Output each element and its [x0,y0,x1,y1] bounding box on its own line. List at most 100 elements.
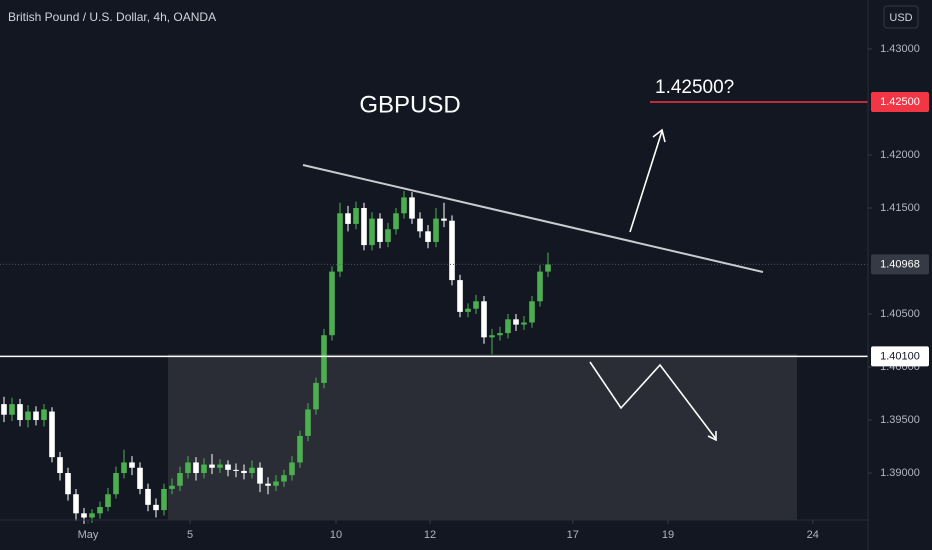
candle-body [137,467,143,489]
candle-body [401,197,407,214]
candle-body [201,464,207,474]
candle-body [193,462,199,474]
candle-body [513,319,519,325]
candle-body [81,513,87,518]
price-level-label: 1.42500 [880,96,920,108]
price-level-box [871,91,929,112]
candle-body [249,467,255,474]
candle-body [473,301,479,309]
candle-body [537,271,543,302]
price-level-label: 1.40968 [880,258,920,270]
candle-body [105,494,111,507]
target-annotation: 1.42500? [655,77,734,98]
candle-body [313,382,319,410]
candle-body [209,464,215,468]
candle-body [441,218,447,221]
candle-body [217,464,223,468]
candle-body [113,473,119,495]
candle-body [433,218,439,242]
x-tick-label: 24 [807,529,819,541]
candle-body [409,197,415,219]
x-tick-label: 5 [187,529,193,541]
plot [0,101,868,524]
candle-body [345,213,351,224]
candle-body [281,475,287,482]
candle-body [529,301,535,323]
candle-body [65,473,71,495]
candle-body [297,435,303,463]
price-level-label: 1.40100 [880,350,920,362]
candle-body [425,231,431,242]
arrow-zigzag [589,361,717,442]
y-tick-label: 1.40500 [880,308,920,320]
price-level-box [871,254,929,275]
candle-body [489,335,495,338]
candle-body [273,481,279,486]
x-tick-label: 19 [662,529,674,541]
candle-body [9,404,15,415]
chart-title: British Pound / U.S. Dollar, 4h, OANDA [8,10,216,24]
candle-body [385,229,391,242]
candle-body [361,208,367,246]
candle-body [49,411,55,458]
candle-body [449,220,455,281]
candle-body [57,457,63,474]
candle-body [289,462,295,476]
candle-body [41,409,47,421]
candle-body [161,488,167,511]
candle-body [1,404,7,415]
x-tick-label: 10 [330,529,342,541]
candle-body [329,271,335,336]
x-tick-label: 17 [567,529,579,541]
candle-body [265,483,271,486]
y-tick-label: 1.43000 [880,43,920,55]
range-zone [168,354,797,520]
candle-body [233,469,239,471]
candle-body [17,404,23,421]
candle-body [369,218,375,246]
candle-body [377,218,383,242]
symbol-annotation: GBPUSD [359,91,460,118]
candle-body [241,470,247,474]
x-tick-label: 12 [424,529,436,541]
x-tick-label: May [78,529,99,541]
y-tick-label: 1.39000 [880,467,920,479]
candle-body [305,409,311,436]
candle-body [25,411,31,421]
candle-body [153,504,159,511]
candle-body [481,301,487,338]
axis-labels: 1.430001.420001.415001.405001.400001.395… [78,43,929,541]
y-tick-label: 1.39500 [880,414,920,426]
candle-body [505,319,511,334]
currency: USD [889,12,912,24]
candle-body [353,208,359,224]
candle-body [89,513,95,518]
trend-line [302,164,764,273]
candle-body [393,213,399,230]
candle-body [129,462,135,468]
candle-body [545,264,551,272]
candle-body [337,213,343,272]
candle-body [169,485,175,489]
candle-body [521,322,527,325]
candle-body [321,335,327,383]
y-tick-label: 1.42000 [880,149,920,161]
candle-body [33,411,39,421]
candle-body [417,218,423,232]
candle-body [97,506,103,514]
candle-body [73,494,79,514]
candle-body [121,462,127,474]
candle-body [225,464,231,470]
candle-body [145,488,151,505]
currency-box [883,5,919,29]
candle-body [257,467,263,484]
candle-body [185,462,191,474]
candle-body [177,473,183,486]
candle-body [497,333,503,336]
y-tick-label: 1.41500 [880,202,920,214]
arrow-up [629,128,666,233]
candle-body [465,308,471,312]
price-level-box [871,346,929,367]
candle-body [457,280,463,312]
